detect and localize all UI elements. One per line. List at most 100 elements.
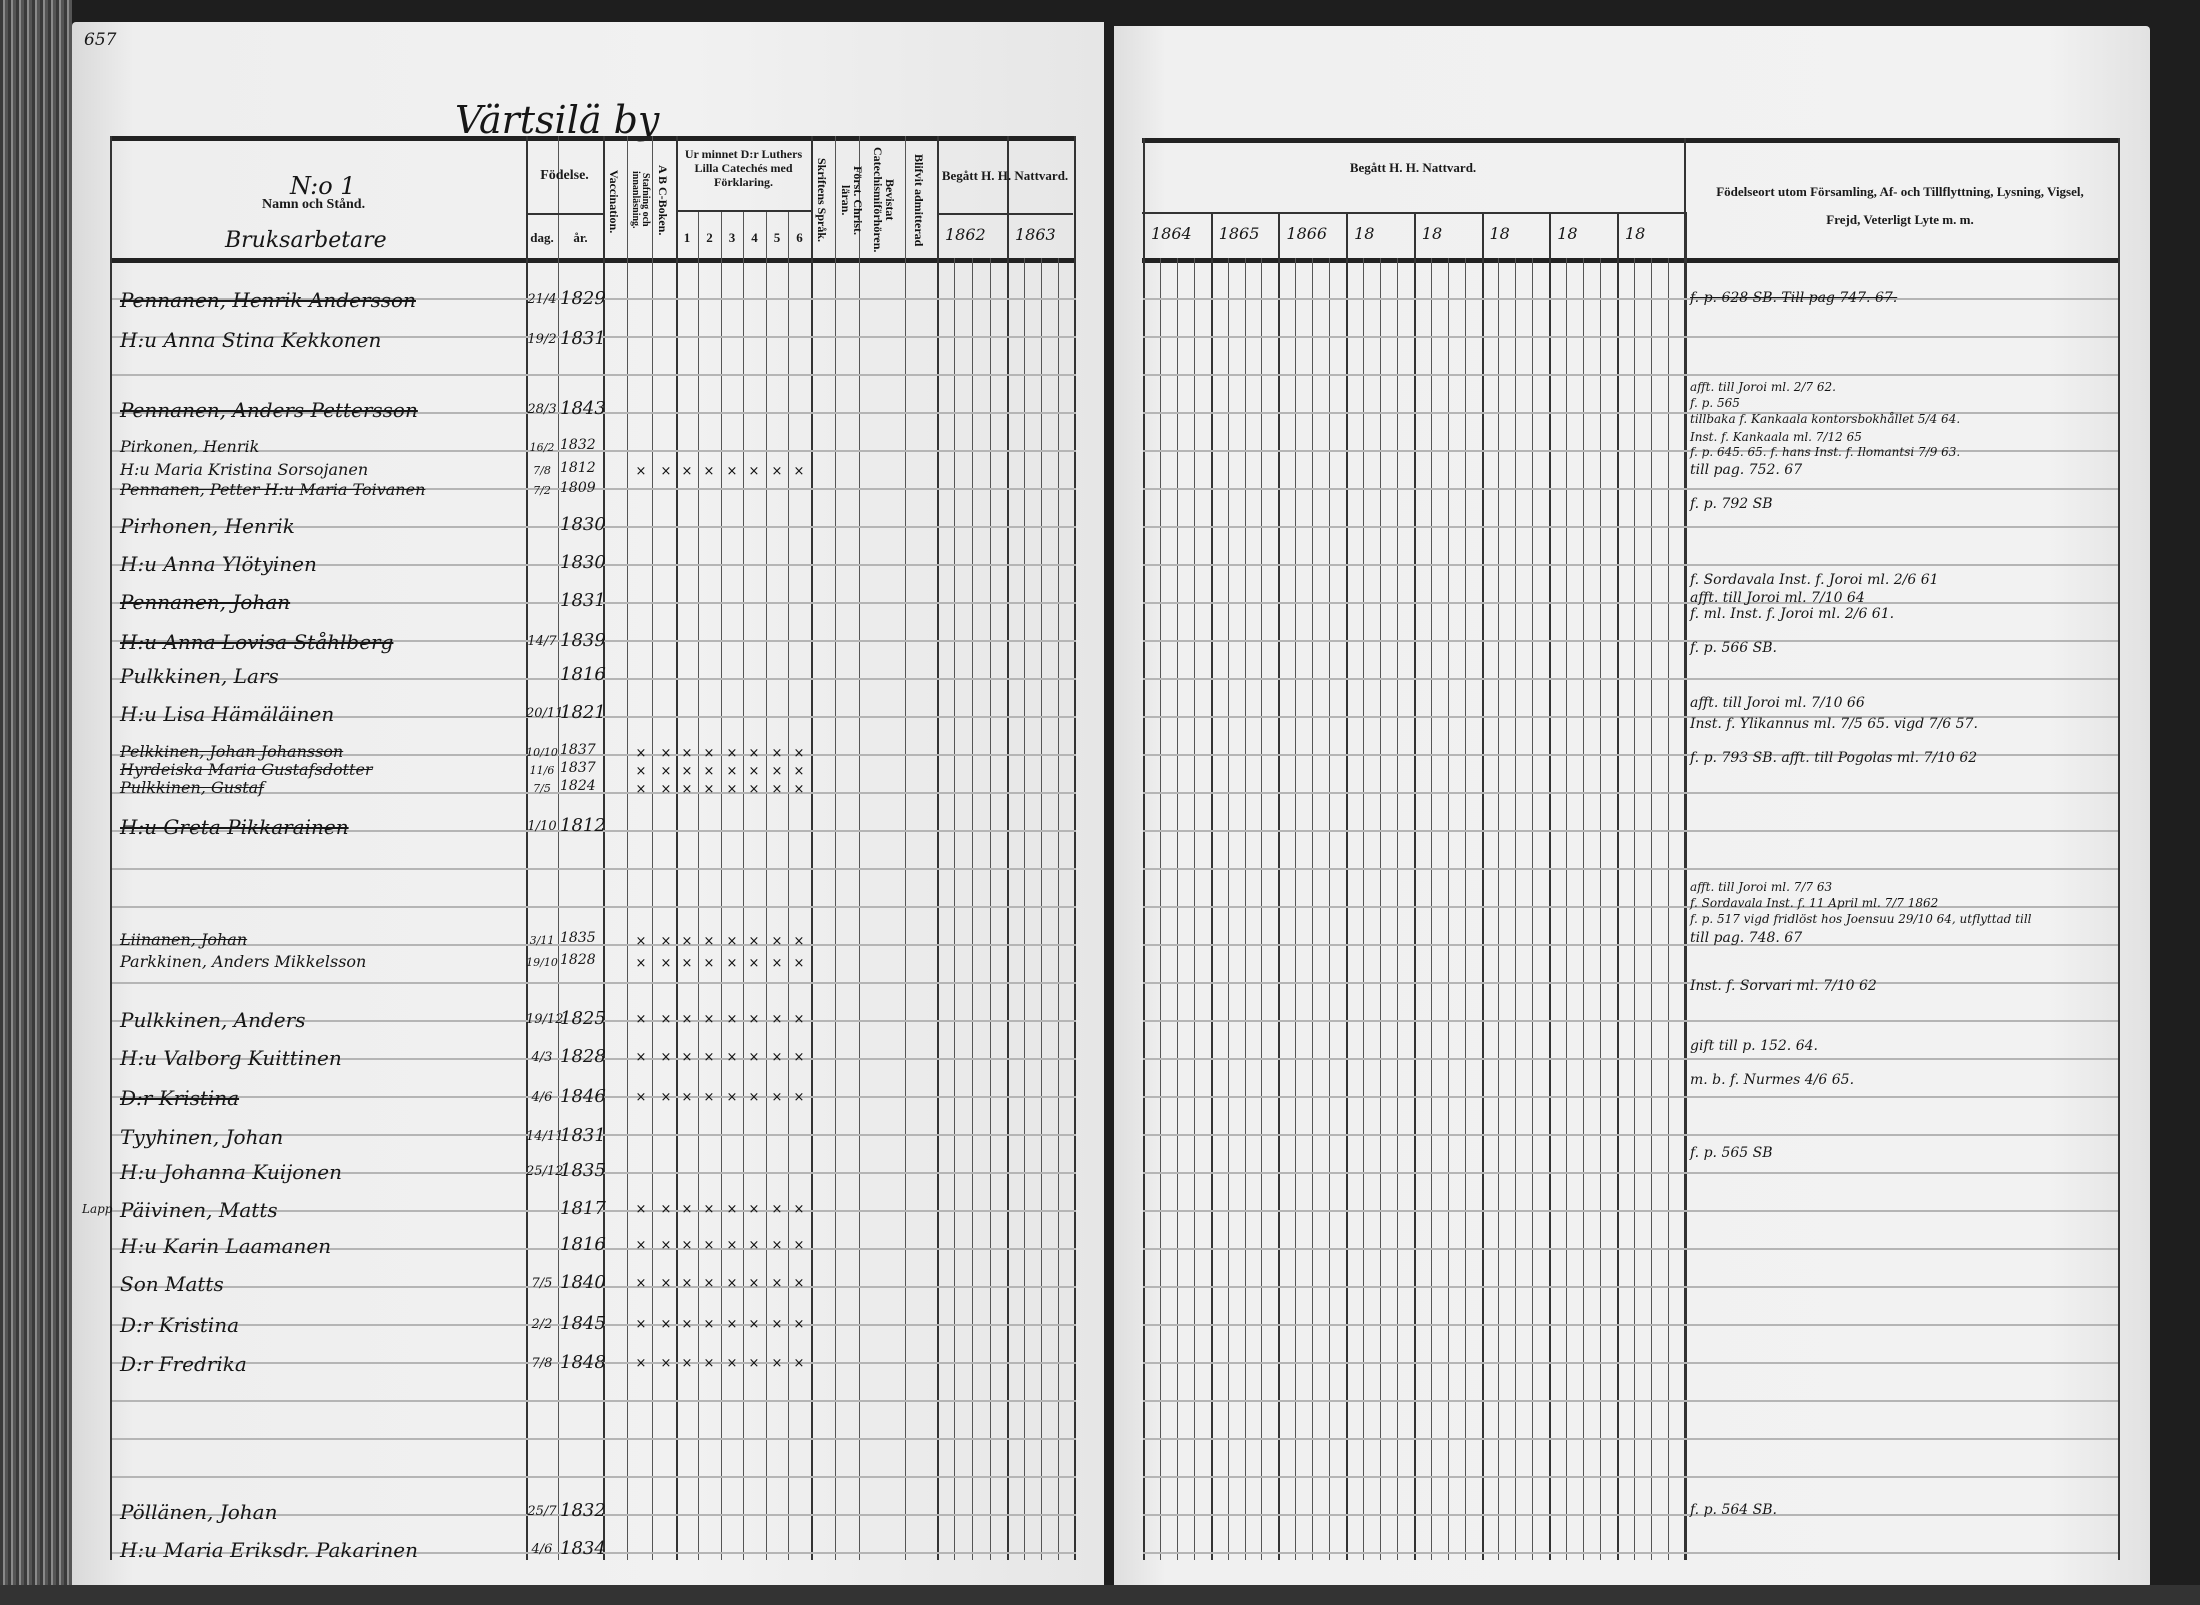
catechism-mark: × (726, 1238, 738, 1253)
remark-note: f. Sordavala Inst. f. 11 April ml. 7/7 1… (1690, 896, 1939, 910)
remark-note: f. p. 792 SB (1690, 496, 1773, 512)
catechism-mark: × (635, 1276, 647, 1291)
catechism-mark: × (660, 934, 672, 949)
birth-year: 1812 (560, 460, 596, 476)
remark-note: f. p. 566 SB. (1690, 640, 1777, 656)
remark-note: Inst. f. Kankaala ml. 7/12 65 (1690, 430, 1862, 444)
book-spine-edge (0, 0, 72, 1605)
catechism-mark: × (681, 1276, 693, 1291)
catechism-mark: × (748, 464, 760, 479)
catechism-mark: × (793, 1238, 805, 1253)
communion-year-1863: 1863 (1015, 225, 1056, 244)
catechism-mark: × (771, 1356, 783, 1371)
remark-note: f. p. 517 vigd fridlöst hos Joensuu 29/1… (1690, 912, 2032, 926)
reading-header: Stafning och innanläsning. (630, 171, 651, 229)
catechism-mark: × (748, 764, 760, 779)
catechism-mark: × (748, 934, 760, 949)
birth-year: 1840 (560, 1272, 606, 1293)
remark-note: f. p. 565 (1690, 396, 1740, 410)
birth-year: 1809 (560, 480, 596, 496)
person-name: Parkkinen, Anders Mikkelsson (120, 952, 367, 971)
person-name: Hyrdeiska Maria Gustafsdotter (120, 760, 373, 779)
catechism-mark: × (793, 1012, 805, 1027)
catechism-mark: × (681, 764, 693, 779)
birth-year: 1812 (560, 815, 606, 836)
right-ruled-lines (1143, 262, 2118, 1562)
birth-subrule (526, 213, 603, 215)
catechism-mark: × (793, 956, 805, 971)
remark-note: f. p. 793 SB. afft. till Pogolas ml. 7/1… (1690, 750, 1978, 766)
catechism-mark: × (660, 1090, 672, 1105)
birth-year: 1835 (560, 930, 596, 946)
catechism-mark: × (771, 464, 783, 479)
catechism-mark: × (726, 764, 738, 779)
catechism-mark: × (635, 1238, 647, 1253)
remark-note: till pag. 752. 67 (1690, 462, 1803, 478)
birth-year: 1835 (560, 1160, 606, 1181)
remark-note: f. p. 645. 65. f. hans Inst. f. Ilomants… (1690, 445, 1961, 459)
page-number: 657 (84, 30, 117, 50)
catechism-mark: × (681, 1317, 693, 1332)
catechism-mark: × (681, 1356, 693, 1371)
catechism-mark: × (681, 956, 693, 971)
left-ruled-lines (112, 262, 1076, 1562)
catechism-mark: × (726, 464, 738, 479)
catechism-mark: × (681, 934, 693, 949)
catechism-mark: × (660, 464, 672, 479)
communion-year: 1866 (1286, 224, 1328, 243)
birth-day: 19/12 (526, 1012, 564, 1027)
birth-year: 1824 (560, 778, 596, 794)
communion-year: 18 (1557, 224, 1578, 243)
remark-note: afft. till Joroi ml. 2/7 62. (1690, 380, 1836, 394)
person-name: Pirkonen, Henrik (120, 437, 260, 456)
catechism-mark: × (635, 1090, 647, 1105)
catechism-mark: × (681, 782, 693, 797)
person-name: Pirhonen, Henrik (120, 514, 295, 538)
remark-note: f. p. 565 SB (1690, 1145, 1773, 1161)
abc-book-header: A B C-Boken. (656, 164, 670, 236)
remark-note: f. p. 564 SB. (1690, 1502, 1777, 1518)
catechism-mark: × (771, 1050, 783, 1065)
person-name: Pennanen, Petter H:u Maria Toivanen (120, 480, 426, 499)
catechism-mark: × (771, 934, 783, 949)
birth-day: 20/11 (526, 706, 564, 721)
person-name: Liinanen, Johan (120, 930, 248, 949)
remark-note: afft. till Joroi ml. 7/10 64 (1690, 590, 1865, 606)
birth-day: 7/2 (533, 484, 551, 497)
catechism-mark: × (681, 464, 693, 479)
birth-day: 14/11 (526, 1129, 564, 1144)
catechism-mark: × (635, 464, 647, 479)
catechism-subrule (676, 210, 811, 212)
name-column-header: Namn och Stånd. (262, 197, 366, 212)
catechism-mark: × (703, 1050, 715, 1065)
remarks-header: Födelseort utom Församling, Af- och Till… (1716, 184, 2084, 227)
person-name: Pulkkinen, Gustaf (120, 778, 265, 797)
year-header: år. (573, 230, 588, 245)
birth-year: 1828 (560, 1046, 606, 1067)
catechism-mark: × (771, 746, 783, 761)
catechism-mark: × (748, 1317, 760, 1332)
catechism-mark: × (681, 1238, 693, 1253)
village-title: Värtsilä by (455, 98, 660, 142)
catechism-mark: × (726, 1202, 738, 1217)
person-name: Pennanen, Johan (120, 590, 291, 614)
birth-year: 1830 (560, 552, 606, 573)
catechism-mark: × (703, 746, 715, 761)
catechism-mark: × (748, 1202, 760, 1217)
catechism-mark: × (703, 1317, 715, 1332)
catechism-mark: × (793, 1317, 805, 1332)
vaccination-header: Vaccination. (607, 170, 621, 234)
birth-year: 1832 (560, 1500, 606, 1521)
birth-year: 1831 (560, 590, 606, 611)
person-name: H:u Valborg Kuittinen (120, 1046, 342, 1070)
person-name: Son Matts (120, 1272, 224, 1296)
birth-day: 28/3 (527, 402, 557, 417)
person-name: H:u Maria Eriksdr. Pakarinen (120, 1538, 418, 1562)
catechism-mark: × (703, 782, 715, 797)
birth-day: 4/6 (531, 1542, 553, 1557)
person-name: Pöllänen, Johan (120, 1500, 278, 1524)
catechism-part-4: 4 (751, 230, 758, 245)
catechism-mark: × (748, 1238, 760, 1253)
catechism-mark: × (703, 1202, 715, 1217)
catechism-mark: × (703, 934, 715, 949)
